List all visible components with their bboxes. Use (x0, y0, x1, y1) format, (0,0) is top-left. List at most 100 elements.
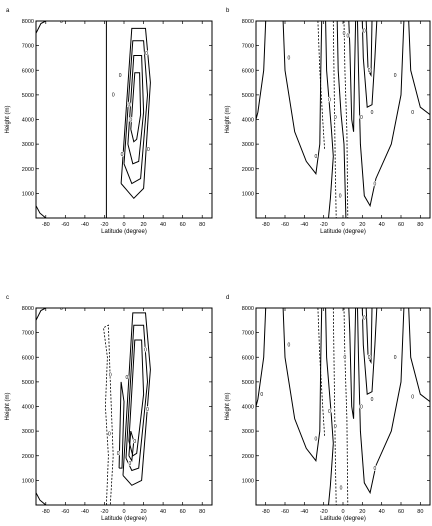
x-tick-label: -20 (320, 509, 328, 515)
contour-line (365, 21, 373, 77)
contour-line (256, 308, 267, 407)
y-tick-label: 7000 (22, 331, 34, 337)
x-tick-label: -40 (81, 222, 89, 228)
y-tick-label: 6000 (242, 68, 254, 74)
x-tick-label: 60 (398, 222, 404, 228)
contour-label: 0 (363, 316, 366, 322)
panel-label: c (6, 295, 9, 301)
contour-line (357, 308, 405, 495)
contour-line (122, 312, 151, 486)
contour-label: 0 (127, 103, 130, 109)
y-tick-label: 8000 (22, 306, 34, 312)
y-tick-label: 7000 (242, 331, 254, 337)
contour-label: 0 (328, 98, 331, 104)
contour-line (123, 40, 149, 185)
contour-label: 0 (145, 51, 148, 57)
y-tick-label: 1000 (22, 478, 34, 484)
contour-label: 0 (360, 404, 363, 410)
contour-line (357, 21, 405, 208)
y-tick-label: 3000 (22, 142, 34, 148)
contour-label: 0 (371, 397, 374, 403)
contour-label: 0 (108, 431, 111, 437)
contour-label: 0 (371, 110, 374, 116)
x-tick-label: 20 (359, 509, 365, 515)
contour-lines: 0 0 0 0 0 0 0 0 (36, 19, 151, 218)
contour-line (36, 492, 47, 505)
contour-label: 0 (60, 19, 63, 25)
y-tick-label: 2000 (242, 167, 254, 173)
contour-label: 0 (374, 466, 377, 472)
y-tick-label: 3000 (242, 429, 254, 435)
contour-label: 0 (260, 392, 263, 398)
x-tick-label: 40 (379, 222, 385, 228)
contour-line-dashed (317, 308, 325, 437)
y-tick-label: 2000 (22, 167, 34, 173)
contour-line (36, 308, 47, 321)
x-tick-label: 60 (398, 509, 404, 515)
y-tick-label: 2000 (242, 454, 254, 460)
x-tick-label: 80 (417, 509, 423, 515)
x-tick-label: 20 (359, 222, 365, 228)
contour-label: 0 (343, 31, 346, 37)
x-axis-label: Latitude (degree) (101, 516, 147, 522)
contour-line (127, 55, 145, 165)
x-tick-label: 0 (341, 222, 344, 228)
x-tick-label: -40 (300, 222, 308, 228)
y-tick-label: 6000 (22, 68, 34, 74)
x-tick-label: -60 (61, 222, 69, 228)
x-tick-label: -60 (281, 509, 289, 515)
contour-label: 0 (112, 93, 115, 99)
contour-line (336, 21, 347, 218)
contour-label: 0 (287, 56, 290, 62)
y-tick-label: 4000 (22, 118, 34, 124)
contour-line (36, 21, 47, 34)
y-tick-label: 2000 (22, 454, 34, 460)
contour-label: 0 (363, 29, 366, 35)
contour-line (282, 308, 323, 462)
y-tick-label: 8000 (242, 306, 254, 312)
x-tick-label: 80 (417, 222, 423, 228)
x-tick-label: -80 (42, 509, 50, 515)
axes-frame (35, 20, 213, 219)
x-tick-label: 20 (140, 222, 146, 228)
contour-line (130, 72, 142, 143)
panel-label: b (226, 8, 230, 14)
x-tick-label: 40 (379, 509, 385, 515)
y-tick-label: 8000 (242, 19, 254, 25)
y-tick-label: 1000 (242, 191, 254, 197)
contour-label: 0 (60, 306, 63, 312)
contour-label: 0 (411, 394, 414, 400)
contour-line (408, 21, 430, 115)
contour-label: 0 (133, 439, 136, 445)
contour-label: 0 (340, 486, 343, 492)
axes-frame (255, 20, 431, 219)
contour-label: 0 (117, 451, 120, 457)
contour-label: 0 (328, 409, 331, 415)
contour-label: 0 (368, 68, 371, 74)
contour-line (118, 381, 125, 469)
contour-line (256, 21, 267, 120)
y-tick-label: 7000 (242, 44, 254, 50)
y-axis-label: Height (m) (225, 392, 231, 420)
x-tick-label: -20 (320, 222, 328, 228)
x-tick-label: -60 (61, 509, 69, 515)
contour-line (361, 308, 378, 395)
contour-lines: 0 0 0 0 0 0 0 0 0 (36, 306, 151, 505)
x-tick-label: -80 (262, 222, 270, 228)
y-tick-label: 1000 (242, 478, 254, 484)
contour-line (361, 21, 378, 108)
x-tick-label: 80 (199, 222, 205, 228)
contour-line-dashed (343, 21, 349, 218)
x-tick-label: -80 (42, 222, 50, 228)
y-tick-label: 7000 (22, 44, 34, 50)
contour-label: 0 (411, 110, 414, 116)
y-tick-label: 5000 (242, 380, 254, 386)
x-tick-label: -60 (281, 222, 289, 228)
x-axis-label: Latitude (degree) (320, 516, 366, 522)
contour-label: 0 (374, 181, 377, 187)
x-tick-label: 60 (180, 222, 186, 228)
contour-label: 0 (360, 115, 363, 121)
